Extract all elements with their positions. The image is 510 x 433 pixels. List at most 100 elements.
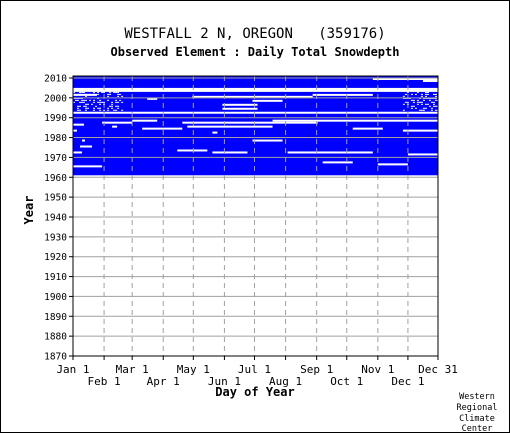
missing-speck: [111, 101, 114, 103]
x-tick-label-nov-1: Nov 1: [361, 363, 394, 376]
data-block-1961-1992: [73, 113, 438, 176]
y-tick-label-1990: 1990: [44, 113, 67, 124]
missing-speck: [406, 101, 409, 103]
missing-speck: [424, 103, 427, 105]
missing-segment-2009: [372, 77, 438, 80]
y-tick-label-1960: 1960: [44, 173, 67, 184]
x-tick-label-dec-31: Dec 31: [418, 363, 458, 376]
missing-speck: [113, 91, 116, 93]
missing-speck: [117, 95, 120, 97]
missing-speck: [81, 91, 84, 93]
missing-speck: [77, 99, 80, 101]
missing-speck: [410, 105, 413, 107]
data-block-2005-2011: [73, 76, 438, 88]
missing-speck: [410, 99, 413, 101]
x-tick-label-sep-1: Sep 1: [300, 363, 333, 376]
missing-speck: [402, 109, 405, 111]
missing-speck: [434, 93, 437, 95]
missing-speck: [416, 99, 419, 101]
missing-speck: [97, 91, 100, 93]
missing-speck: [428, 105, 431, 107]
missing-speck: [418, 109, 421, 111]
missing-speck: [85, 105, 88, 107]
x-tick-label-jun-1: Jun 1: [208, 375, 241, 388]
missing-speck: [422, 107, 425, 109]
x-tick-label-oct-1: Oct 1: [330, 375, 363, 388]
missing-speck: [109, 91, 112, 93]
missing-speck: [406, 91, 409, 93]
missing-segment-1972: [73, 151, 83, 154]
credit-line-1: Western: [459, 392, 495, 402]
missing-speck: [85, 109, 88, 111]
missing-speck: [414, 93, 417, 95]
missing-speck: [107, 99, 110, 101]
missing-speck: [117, 91, 120, 93]
missing-speck: [430, 109, 433, 111]
missing-speck: [117, 101, 120, 103]
missing-speck: [121, 95, 124, 97]
missing-speck: [115, 91, 118, 93]
y-tick-label-1890: 1890: [44, 312, 67, 323]
y-tick-label-1870: 1870: [44, 352, 67, 363]
missing-speck: [103, 91, 106, 93]
missing-speck: [77, 105, 80, 107]
missing-speck: [91, 103, 94, 105]
missing-speck: [117, 105, 120, 107]
missing-segment-1984: [142, 127, 183, 130]
missing-segment-1967: [322, 161, 353, 164]
missing-segment-1985: [112, 125, 118, 128]
x-tick-label-apr-1: Apr 1: [147, 375, 180, 388]
missing-speck: [115, 109, 118, 111]
missing-speck: [432, 105, 435, 107]
missing-speck: [85, 103, 88, 105]
x-tick-label-jan-1: Jan 1: [56, 363, 89, 376]
x-tick-label-aug-1: Aug 1: [269, 375, 302, 388]
missing-speck: [420, 109, 423, 111]
y-tick-label-1900: 1900: [44, 292, 67, 303]
missing-segment-1982: [212, 131, 218, 134]
missing-speck: [79, 101, 82, 103]
missing-speck: [97, 101, 100, 103]
missing-speck: [422, 99, 425, 101]
missing-segment-1987: [182, 121, 318, 124]
missing-speck: [404, 101, 407, 103]
missing-segment-2000: [192, 95, 313, 98]
missing-speck: [115, 105, 118, 107]
x-tick-label-feb-1: Feb 1: [88, 375, 121, 388]
y-tick-label-2000: 2000: [44, 93, 67, 104]
grid-layer: [73, 76, 438, 356]
missing-speck: [420, 103, 423, 105]
missing-speck: [99, 99, 102, 101]
missing-speck: [107, 93, 110, 95]
missing-segment-1973: [177, 149, 208, 152]
missing-speck: [79, 91, 82, 93]
missing-segment-1988: [132, 119, 158, 122]
missing-speck: [412, 99, 415, 101]
credit-line-4: Center: [462, 424, 493, 432]
missing-speck: [119, 99, 122, 101]
y-tick-label-1920: 1920: [44, 252, 67, 263]
x-tick-label-jul-1: Jul 1: [238, 363, 271, 376]
missing-speck: [73, 101, 75, 103]
missing-speck: [115, 101, 118, 103]
chart-subtitle: Observed Element : Daily Total Snowdepth: [111, 45, 400, 59]
missing-speck: [424, 91, 427, 93]
credit-block: Western Regional Climate Center: [457, 392, 498, 432]
missing-speck: [73, 91, 75, 93]
missing-speck: [424, 95, 427, 97]
missing-speck: [109, 93, 112, 95]
missing-segment-1987: [102, 121, 133, 124]
missing-speck: [117, 107, 120, 109]
missing-speck: [113, 109, 116, 111]
missing-speck: [87, 103, 90, 105]
missing-speck: [97, 107, 100, 109]
missing-speck: [117, 93, 120, 95]
missing-segment-1966: [377, 163, 408, 166]
missing-speck: [426, 91, 429, 93]
chart-title: WESTFALL 2 N, OREGON (359176): [124, 26, 385, 42]
missing-speck: [83, 91, 86, 93]
missing-speck: [107, 95, 110, 97]
plot-border: [72, 75, 439, 357]
